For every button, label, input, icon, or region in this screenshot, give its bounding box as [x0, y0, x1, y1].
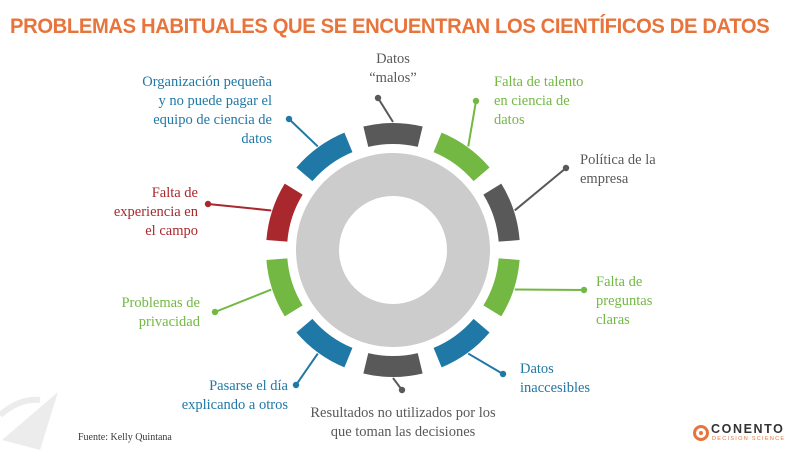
connector-line [377, 97, 394, 123]
connector-dot [580, 286, 588, 294]
connector-group [204, 94, 588, 394]
gray-segment [363, 123, 423, 147]
connector-line [467, 352, 504, 375]
source-note: Fuente: Kelly Quintana [78, 432, 172, 443]
connector-line [207, 203, 272, 212]
connector-dot [398, 386, 406, 394]
connector-dot [562, 164, 570, 172]
connector-line [214, 288, 272, 313]
conento-logo-icon [693, 425, 709, 441]
green-segment [266, 258, 303, 317]
green-segment [483, 258, 520, 317]
problem-label: Pasarse el día explicando a otros [181, 378, 288, 413]
connector-dot [285, 115, 293, 123]
page-title: PROBLEMAS HABITUALES QUE SE ENCUENTRAN L… [10, 14, 770, 38]
problem-label: Problemas de privacidad [121, 295, 200, 330]
connector-line [288, 118, 319, 148]
connector-line [467, 100, 477, 147]
blue-segment [296, 132, 353, 182]
segment-group [266, 123, 520, 377]
watermark-arrow-icon [0, 392, 58, 450]
logo-name: CONENTO [711, 422, 785, 436]
gray-segment [363, 353, 423, 377]
connector-line [295, 352, 319, 386]
problem-label: Datos inaccesibles [520, 361, 591, 396]
gray-segment [483, 183, 520, 242]
problem-label: Organización pequeña y no puede pagar el… [142, 74, 272, 147]
problem-label: Datos “malos” [369, 51, 417, 86]
problem-label: Falta de talento en ciencia de datos [494, 74, 584, 128]
connector-dot [204, 200, 212, 208]
problem-label: Resultados no utilizados por los que tom… [310, 405, 496, 440]
brand-logo: CONENTO DECISION SCIENCE [693, 422, 797, 446]
problem-label: Falta de experiencia en el campo [113, 185, 198, 239]
problem-label: Falta de preguntas claras [596, 274, 653, 328]
green-segment [433, 132, 490, 182]
connector-dot [374, 94, 382, 102]
logo-tagline: DECISION SCIENCE [712, 436, 786, 442]
problem-label: Política de la empresa [580, 152, 656, 187]
red-segment [266, 183, 303, 242]
connector-line [514, 167, 567, 212]
center-hole [339, 196, 447, 304]
blue-segment [296, 318, 353, 368]
connector-dot [499, 370, 507, 378]
connector-dot [292, 381, 300, 389]
connector-dot [472, 97, 480, 105]
blue-segment [433, 318, 490, 368]
connector-dot [211, 308, 219, 316]
